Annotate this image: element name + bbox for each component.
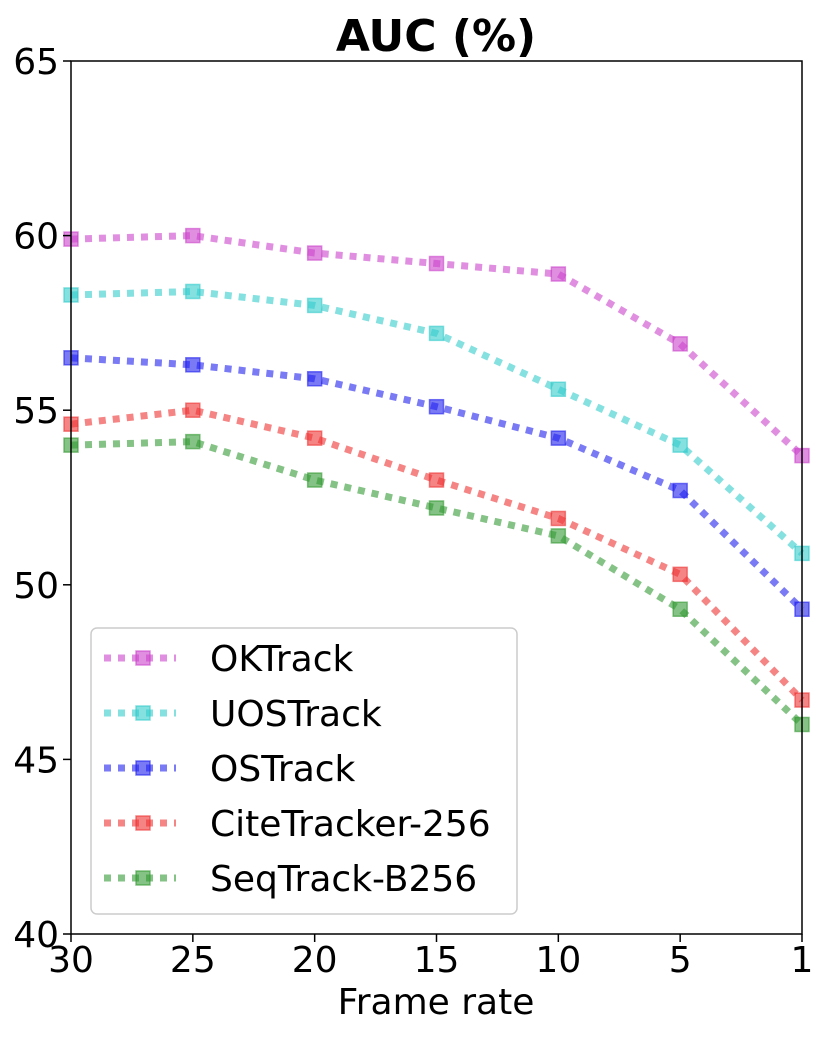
data-point — [428, 500, 445, 516]
legend-label: OKTrack — [210, 639, 354, 680]
data-point — [185, 402, 201, 418]
data-point — [185, 357, 201, 373]
data-point — [428, 398, 445, 415]
legend-marker — [135, 760, 151, 776]
y-tick-label: 60 — [13, 217, 59, 258]
x-tick-label: 25 — [170, 940, 216, 981]
data-point — [306, 297, 323, 314]
data-point — [428, 472, 445, 488]
legend-label: UOSTrack — [210, 694, 382, 735]
data-point — [306, 430, 323, 446]
legend-item: OSTrack — [104, 749, 356, 790]
data-point — [672, 601, 688, 617]
x-tick-label: 10 — [535, 940, 581, 981]
x-tick-label: 5 — [669, 940, 692, 981]
data-point — [185, 433, 201, 450]
chart-title: AUC (%) — [336, 11, 536, 62]
legend-marker — [135, 650, 151, 666]
legend-label: OSTrack — [210, 749, 356, 790]
y-tick-label: 50 — [13, 566, 59, 607]
data-point — [672, 566, 688, 583]
data-point — [306, 472, 323, 488]
y-tick-label: 55 — [13, 391, 59, 432]
legend-marker — [135, 870, 151, 886]
legend-marker — [135, 705, 151, 721]
data-point — [672, 336, 688, 352]
x-tick-label: 30 — [48, 940, 94, 981]
x-tick-label: 15 — [414, 940, 460, 981]
series-oktrack — [63, 227, 810, 464]
data-point — [550, 430, 567, 446]
plot-area — [63, 60, 810, 935]
x-tick-label: 1 — [791, 940, 814, 981]
legend-box — [90, 627, 518, 915]
y-axis: 40 45 50 55 60 65 — [13, 42, 71, 956]
data-point — [550, 266, 567, 282]
y-tick-label: 65 — [13, 42, 59, 83]
y-tick-label: 45 — [13, 740, 59, 781]
legend-item: CiteTracker-256 — [104, 804, 491, 845]
data-point — [672, 482, 688, 499]
data-point — [185, 227, 201, 244]
data-point — [428, 255, 445, 272]
x-tick-label: 20 — [292, 940, 338, 981]
data-point — [550, 381, 567, 397]
data-point — [306, 245, 323, 261]
legend-item: UOSTrack — [104, 694, 382, 735]
legend-label: CiteTracker-256 — [210, 804, 491, 845]
data-point — [185, 283, 201, 300]
legend-marker — [135, 815, 151, 831]
data-point — [550, 528, 567, 544]
data-point — [306, 371, 323, 387]
data-point — [428, 325, 445, 342]
legend: OKTrack UOSTrack OSTrack CiteTracker-256 Seq… — [90, 627, 518, 915]
series-uostrack — [63, 283, 810, 562]
x-axis: 30 25 20 15 10 5 1 — [48, 934, 813, 981]
legend-label: SeqTrack-B256 — [210, 859, 477, 900]
legend-item: OKTrack — [104, 639, 354, 680]
data-point — [672, 437, 688, 453]
x-axis-title: Frame rate — [338, 982, 535, 1023]
y-tick-label: 40 — [13, 915, 59, 956]
legend-item: SeqTrack-B256 — [104, 859, 477, 900]
data-point — [550, 510, 567, 527]
